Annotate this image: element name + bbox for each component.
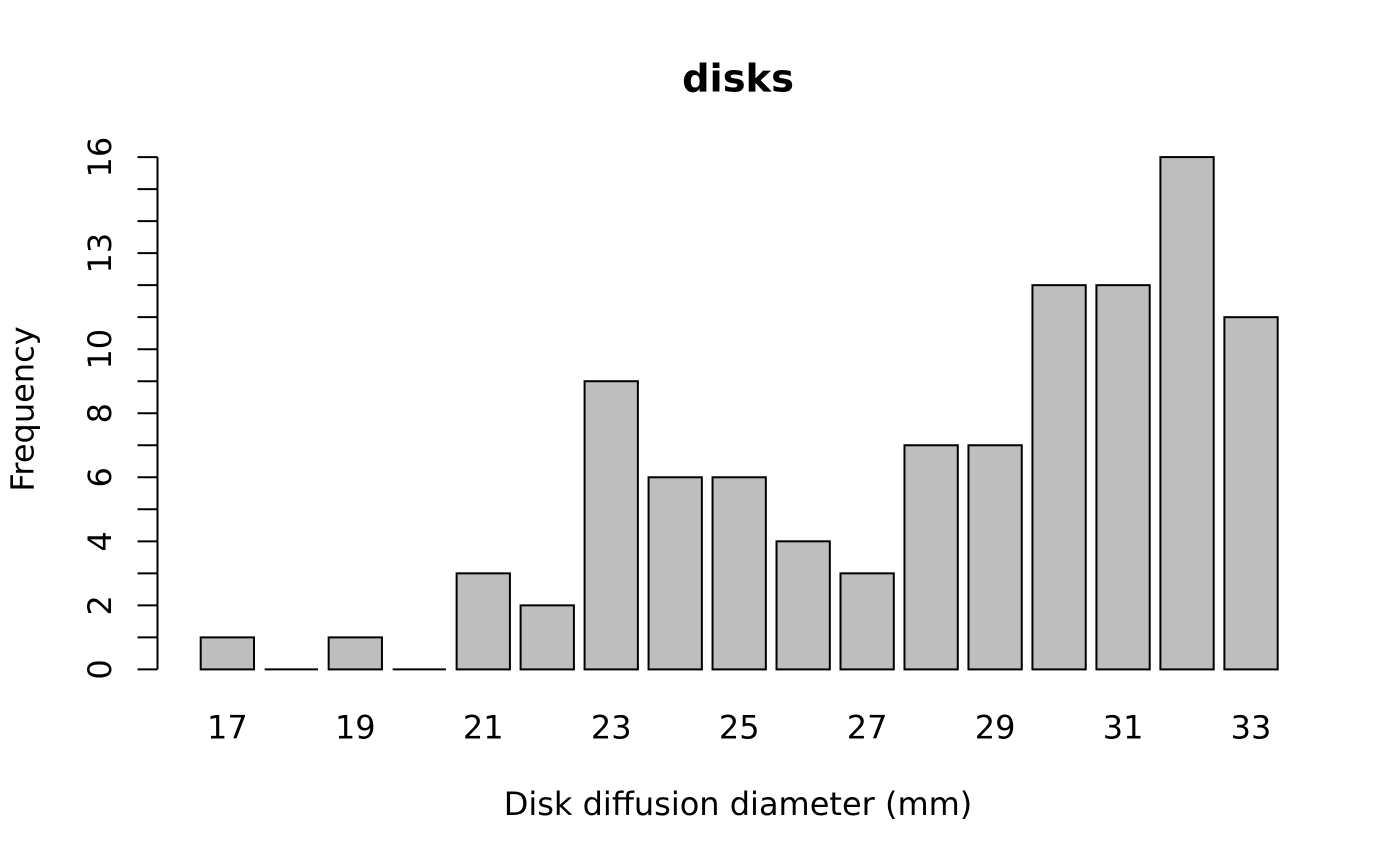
bar-21 [455,572,511,671]
bars [199,156,1279,671]
y-tick-label-6: 6 [81,467,119,487]
bar-28 [903,444,959,671]
chart-title: disks [682,57,794,102]
x-tick-label-31: 31 [1103,709,1144,747]
x-tick-label-23: 23 [591,709,632,747]
bar-22 [519,604,575,671]
x-tick-label-17: 17 [207,709,248,747]
y-axis-label: Frequency [4,326,42,491]
x-axis-tick-labels: 17 19 21 23 25 27 29 31 33 [207,709,1271,747]
x-tick-label-21: 21 [463,709,504,747]
bar-25 [711,476,767,671]
y-axis [137,156,159,671]
x-tick-label-19: 19 [335,709,376,747]
bar-24 [647,476,703,671]
x-tick-label-33: 33 [1231,709,1272,747]
bar-19 [327,636,383,671]
bar-23 [583,380,639,671]
bar-30 [1031,284,1087,671]
bar-33 [1223,316,1279,671]
bar-29 [967,444,1023,671]
y-tick-label-13: 13 [81,233,119,274]
y-tick-label-10: 10 [81,329,119,370]
y-tick-label-8: 8 [81,403,119,423]
y-axis-tick-labels: 0 2 4 6 8 10 13 16 [81,137,119,680]
bar-31 [1095,284,1151,671]
y-tick-label-16: 16 [81,137,119,178]
y-tick-label-4: 4 [81,531,119,551]
x-axis-label: Disk diffusion diameter (mm) [504,785,973,823]
bar-32 [1159,156,1215,671]
x-tick-label-29: 29 [975,709,1016,747]
bar-26 [775,540,831,671]
bar-27 [839,572,895,671]
y-tick-label-2: 2 [81,595,119,615]
x-tick-label-25: 25 [719,709,760,747]
bar-17 [199,636,255,671]
y-tick-label-0: 0 [81,659,119,679]
x-tick-label-27: 27 [847,709,888,747]
